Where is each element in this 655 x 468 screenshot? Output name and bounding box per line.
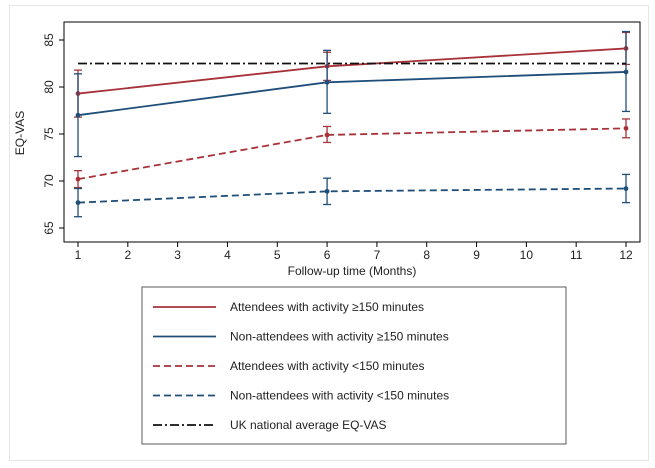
x-tick-label-1: 1 <box>75 248 82 262</box>
x-tick-label-8: 8 <box>423 248 430 262</box>
x-tick-label-2: 2 <box>124 248 131 262</box>
x-tick-label-6: 6 <box>324 248 331 262</box>
x-tick-label-7: 7 <box>374 248 381 262</box>
series-line-4 <box>77 187 627 204</box>
data-point-4-3 <box>623 186 629 191</box>
x-axis-label: Follow-up time (Months) <box>288 264 417 278</box>
data-point-2-3 <box>623 69 629 75</box>
data-point-2-2 <box>324 79 330 85</box>
plot-frame <box>63 21 641 243</box>
data-point-2-1 <box>75 112 81 118</box>
legend-label-3: Attendees with activity <150 minutes <box>230 359 424 373</box>
legend-label-5: UK national average EQ-VAS <box>230 418 387 432</box>
y-tick-label-80: 80 <box>42 80 56 94</box>
data-point-4-2 <box>324 188 330 194</box>
series-2 <box>74 30 630 158</box>
legend: Attendees with activity ≥150 minutes Non-… <box>141 286 567 445</box>
x-tick-label-12: 12 <box>619 248 633 262</box>
data-point-3-1 <box>75 176 81 182</box>
x-tick-label-3: 3 <box>174 248 181 262</box>
series-4 <box>74 173 630 218</box>
x-tick-label-10: 10 <box>520 248 534 262</box>
x-tick-label-9: 9 <box>473 248 480 262</box>
data-point-4-1 <box>75 200 81 206</box>
data-point-3-2 <box>324 132 330 138</box>
series-3 <box>74 118 630 189</box>
series-layer <box>74 30 630 218</box>
data-point-3-3 <box>623 125 629 131</box>
y-axis-label: EQ-VAS <box>13 111 27 155</box>
legend-label-4: Non-attendees with activity <150 minutes <box>230 389 449 403</box>
y-tick-label-65: 65 <box>42 221 56 235</box>
legend-label-2: Non-attendees with activity ≥150 minutes <box>230 330 449 344</box>
y-tick-label-85: 85 <box>42 33 56 47</box>
legend-label-1: Attendees with activity ≥150 minutes <box>230 300 424 314</box>
x-tick-label-4: 4 <box>224 248 231 262</box>
x-tick-label-5: 5 <box>274 248 281 262</box>
legend-items: Attendees with activity ≥150 minutes Non-… <box>153 300 449 432</box>
y-tick-label-70: 70 <box>42 174 56 188</box>
x-tick-label-11: 11 <box>570 248 583 262</box>
series-line-3 <box>77 127 627 181</box>
y-tick-label-75: 75 <box>42 127 56 141</box>
figure-frame <box>9 5 649 461</box>
